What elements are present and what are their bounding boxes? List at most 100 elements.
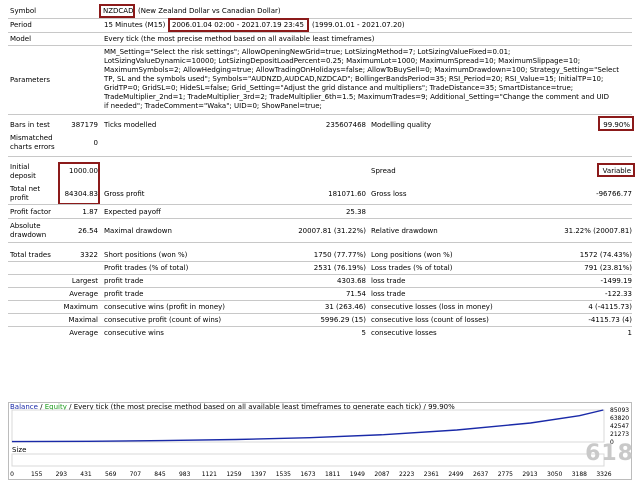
initial-deposit-value: 1000.00	[69, 167, 98, 175]
profit-trades-value: 2531 (76.19%)	[313, 264, 366, 272]
graph-legend: Balance / Equity / Every tick (the most …	[10, 403, 455, 411]
relative-drawdown-value: 31.22% (20007.81)	[564, 227, 632, 235]
x-tick-label: 293	[56, 471, 68, 478]
highlight-box-spread	[597, 163, 635, 177]
x-tick-label: 1949	[350, 471, 365, 478]
parameters-line: if needed"; TradeComment="Waka"; UID=0; …	[104, 102, 322, 110]
loss-trades-label: Loss trades (% of total)	[371, 264, 453, 272]
absolute-drawdown-label: Absolute	[10, 222, 41, 230]
x-tick-label: 2087	[374, 471, 389, 478]
x-tick-label: 1811	[325, 471, 340, 478]
symbol-description: (New Zealand Dollar vs Canadian Dollar)	[138, 7, 281, 15]
legend-balance: Balance	[10, 403, 38, 411]
max-consecutive-wins-label: consecutive wins (profit in money)	[104, 303, 226, 311]
largest-loss-trade-label: loss trade	[371, 277, 406, 285]
divider	[8, 242, 632, 243]
symbol-label: Symbol	[10, 7, 37, 15]
average-loss-trade-label: loss trade	[371, 290, 406, 298]
x-tick-label: 1121	[202, 471, 217, 478]
maximum-label: Maximum	[63, 303, 99, 311]
ticks-value: 235607468	[325, 121, 366, 129]
short-positions-value: 1750 (77.77%)	[313, 251, 366, 259]
mismatch-label: Mismatched	[10, 134, 53, 142]
mismatch-value: 0	[93, 139, 98, 147]
y-tick-label: 0	[610, 439, 614, 446]
net-profit-value: 84304.83	[64, 190, 98, 198]
x-tick-label: 2637	[473, 471, 488, 478]
x-tick-label: 2361	[424, 471, 439, 478]
average-consecutive-wins-value: 5	[361, 329, 366, 337]
loss-trades-value: 791 (23.81%)	[584, 264, 632, 272]
x-tick-label: 569	[105, 471, 117, 478]
model-value: Every tick (the most precise method base…	[104, 35, 375, 43]
gross-profit-value: 181071.60	[328, 190, 366, 198]
net-profit-label: Total net	[10, 185, 41, 193]
maximal-consecutive-profit-value: 5996.29 (15)	[320, 316, 366, 324]
x-tick-label: 1673	[300, 471, 315, 478]
maximal-drawdown-value: 20007.81 (31.22%)	[298, 227, 366, 235]
divider	[8, 287, 632, 288]
period-timeframe: 15 Minutes (M15)	[104, 21, 166, 29]
parameters-line: TradeMultiplier_2nd=1; TradeMultiplier_3…	[104, 93, 610, 101]
maximal-label: Maximal	[68, 316, 98, 324]
bars-label: Bars in test	[10, 121, 50, 129]
size-label: Size	[12, 446, 27, 454]
y-tick-label: 21273	[610, 431, 629, 438]
absolute-drawdown-label-2: drawdown	[10, 231, 47, 239]
gross-loss-label: Gross loss	[371, 190, 407, 198]
parameters-line: MaximumSymbols=2; AllowHedging=true; All…	[104, 66, 619, 74]
absolute-drawdown-value: 26.54	[77, 227, 98, 235]
largest-label: Largest	[71, 277, 98, 285]
plot-area	[11, 409, 605, 443]
symbol-code: NZDCAD	[103, 7, 134, 15]
net-profit-label-2: profit	[10, 194, 29, 202]
gross-loss-value: -96766.77	[596, 190, 632, 198]
x-tick-label: 3326	[596, 471, 611, 478]
x-tick-label: 2499	[448, 471, 463, 478]
long-positions-value: 1572 (74.43%)	[579, 251, 632, 259]
x-tick-label: 707	[130, 471, 142, 478]
max-consecutive-losses-label: consecutive losses (loss in money)	[371, 303, 493, 311]
initial-deposit-label: Initial	[10, 163, 30, 171]
divider	[8, 114, 632, 115]
gross-profit-label: Gross profit	[104, 190, 145, 198]
legend-description: / Every tick (the most precise method ba…	[69, 403, 455, 411]
parameters-line: LotSizingValueDynamic=10000; LotSizingDe…	[104, 57, 581, 65]
divider	[8, 204, 632, 205]
profit-trades-label: Profit trades (% of total)	[104, 264, 189, 272]
y-tick-label: 85093	[610, 407, 629, 414]
quality-value: 99.90%	[603, 121, 630, 129]
expected-payoff-label: Expected payoff	[104, 208, 161, 216]
x-tick-label: 1535	[276, 471, 291, 478]
period-label: Period	[10, 21, 32, 29]
bars-value: 387179	[71, 121, 98, 129]
divider	[8, 261, 632, 262]
x-tick-label: 1397	[251, 471, 266, 478]
spread-label: Spread	[371, 167, 396, 175]
maximal-consecutive-loss-label: consecutive loss (count of losses)	[371, 316, 489, 324]
profit-factor-label: Profit factor	[10, 208, 51, 216]
period-range: 2006.01.04 02:00 - 2021.07.19 23:45	[172, 21, 304, 29]
divider	[8, 156, 632, 157]
maximal-consecutive-loss-value: -4115.73 (4)	[588, 316, 632, 324]
highlight-box-quality	[598, 116, 634, 131]
spread-value: Variable	[602, 167, 631, 175]
y-tick-label: 42547	[610, 423, 629, 430]
average-profit-trade-label: profit trade	[104, 290, 144, 298]
x-tick-label: 2913	[522, 471, 537, 478]
divider	[8, 18, 632, 19]
parameters-line: GridTP=0; GridSL=0; HideSL=false; Grid_S…	[104, 84, 574, 92]
highlight-box-symbol	[99, 4, 135, 18]
maximal-drawdown-label: Maximal drawdown	[104, 227, 172, 235]
divider	[8, 32, 632, 33]
highlight-box-period	[168, 18, 309, 32]
x-tick-label: 983	[179, 471, 191, 478]
x-tick-label: 431	[80, 471, 92, 478]
maximal-consecutive-profit-label: consecutive profit (count of wins)	[104, 316, 222, 324]
largest-profit-trade-value: 4303.68	[337, 277, 366, 285]
max-consecutive-wins-value: 31 (263.46)	[324, 303, 366, 311]
total-trades-value: 3322	[80, 251, 98, 259]
mismatch-label-2: charts errors	[10, 143, 55, 151]
x-tick-label: 845	[154, 471, 166, 478]
